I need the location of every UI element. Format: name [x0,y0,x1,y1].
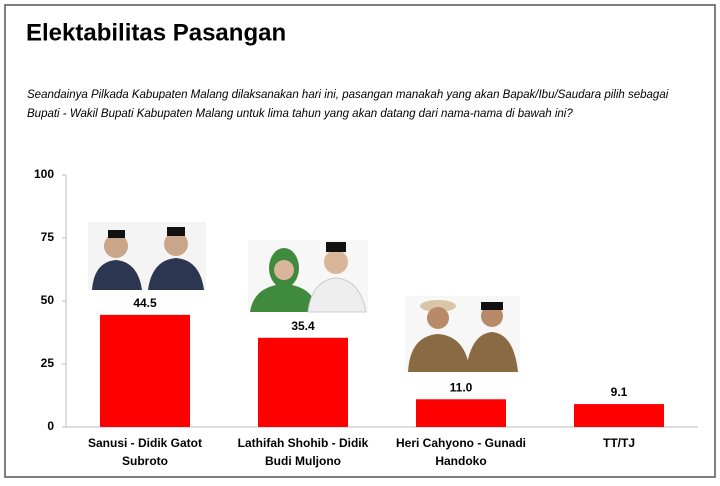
y-tick-label: 75 [41,230,55,244]
y-tick-label: 50 [41,293,55,307]
y-tick-label: 25 [41,356,55,370]
x-tick-label: Lathifah Shohib - Didik Budi Muljono [238,436,369,468]
value-label: 44.5 [133,296,157,310]
chart-subtitle: Seandainya Pilkada Kabupaten Malang dila… [27,89,669,120]
x-tick-label: TT/TJ [603,436,635,450]
candidate-photo [88,222,206,290]
bar [258,337,348,427]
candidate-photo [248,240,368,313]
value-label: 11.0 [450,380,473,394]
x-tick-label: Heri Cahyono - Gunadi Handoko [396,436,526,468]
y-tick-label: 0 [47,419,54,433]
x-tick-label: Sanusi - Didik Gatot Subroto [88,436,202,468]
candidate-photo [405,296,520,372]
bar [100,314,190,427]
chart-title: Elektabilitas Pasangan [26,19,286,46]
y-tick-label: 100 [34,167,54,181]
bar [574,404,664,427]
value-label: 9.1 [611,385,628,399]
value-label: 35.4 [291,319,315,333]
bar [416,399,506,427]
